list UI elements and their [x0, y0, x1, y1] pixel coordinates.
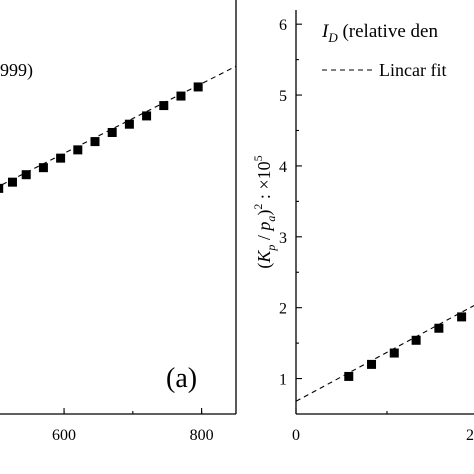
panel-label-a: (a): [166, 363, 197, 394]
left-legend-text: 999): [0, 60, 33, 81]
left-data-point: [38, 163, 48, 173]
right-legend: ID (relative den Lincar fit: [321, 21, 446, 80]
left-fit-line: [0, 65, 237, 187]
y-axis-label-text: (Kp / pa)2 : ×105: [251, 155, 278, 268]
right-fit-line: [295, 304, 474, 402]
legend-entry-fit-label: Lincar fit: [379, 60, 446, 80]
panel-left: 600 800 999) (a): [0, 0, 237, 444]
left-data-markers: [0, 82, 203, 193]
left-data-point: [21, 170, 31, 180]
right-y-tick-label: 2: [279, 301, 287, 318]
right-x-tick-label: 0: [292, 427, 300, 444]
right-y-tick-label: 6: [279, 17, 287, 34]
right-data-point: [389, 348, 399, 358]
left-data-point: [90, 137, 100, 147]
left-data-point: [7, 177, 17, 187]
right-y-axis-label: (Kp / pa)2 : ×105: [251, 155, 278, 268]
right-x-tick-label: 200: [466, 427, 474, 444]
right-data-point: [411, 335, 421, 345]
right-y-tick-label: 4: [279, 159, 287, 176]
left-data-point: [159, 101, 169, 111]
left-data-point: [124, 119, 134, 129]
right-data-point: [457, 312, 467, 322]
left-x-tick-label: 600: [52, 427, 76, 444]
right-data-point: [367, 359, 377, 369]
right-data-markers: [344, 312, 467, 381]
left-data-point: [0, 183, 4, 193]
left-data-point: [176, 91, 186, 101]
right-data-point: [344, 371, 354, 381]
right-y-tick-label: 3: [279, 230, 287, 247]
right-y-tick-label: 5: [279, 88, 287, 105]
legend-entry-marker-label: ID (relative den: [321, 21, 438, 45]
panel-right: 0 200 1 2 3 4 5 6 (Kp / pa)2 : ×105 ID (relati…: [251, 10, 474, 444]
right-y-tick-label: 1: [279, 372, 287, 389]
left-data-point: [73, 145, 83, 155]
left-data-point: [107, 127, 117, 137]
left-x-ticks: 600 800: [52, 408, 214, 444]
left-x-tick-label: 800: [190, 427, 214, 444]
left-data-point: [56, 153, 66, 163]
left-data-point: [142, 111, 152, 121]
right-x-ticks: 0 200: [292, 408, 474, 444]
left-data-point: [193, 82, 203, 92]
right-y-ticks: 1 2 3 4 5 6: [279, 17, 302, 389]
right-data-point: [434, 323, 444, 333]
